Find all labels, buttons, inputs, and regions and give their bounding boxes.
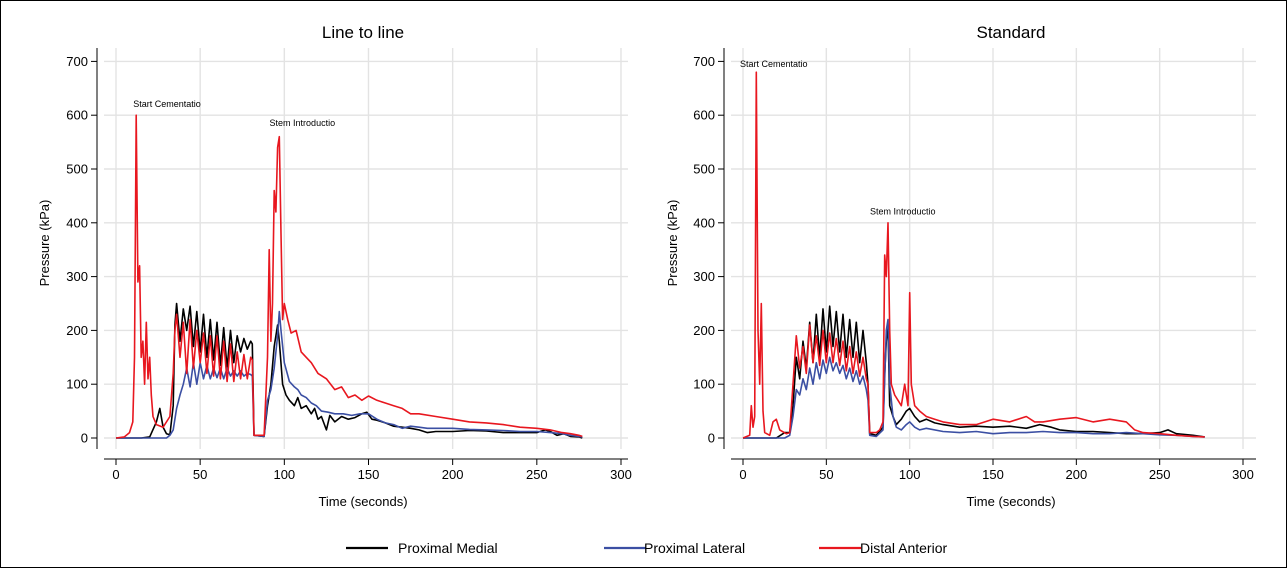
series-line-distal-anterior xyxy=(742,71,1205,439)
x-tick-label: 0 xyxy=(112,467,119,482)
series-line-proximal-medial xyxy=(743,305,1205,439)
x-tick-label: 0 xyxy=(739,467,746,482)
annotation-label: Start Cementatio xyxy=(740,59,808,69)
y-tick-label: 700 xyxy=(693,54,715,69)
x-tick-label: 50 xyxy=(193,467,207,482)
panel-standard: Standard 0 50 100 150 200 250 300 0 100 200 300 400 5… xyxy=(665,23,1256,509)
y-tick-label: 500 xyxy=(693,162,715,177)
y-tick-label: 0 xyxy=(708,431,715,446)
series-line-distal-anterior xyxy=(115,114,583,439)
panel-line-to-line: Line to line 0 50 100 150 200 250 300 0 100 200 300… xyxy=(37,23,632,509)
y-tick-label: 600 xyxy=(693,108,715,123)
y-tick-label: 600 xyxy=(66,108,88,123)
x-tick-label: 200 xyxy=(442,467,464,482)
y-tick-label: 200 xyxy=(693,323,715,338)
x-tick-label: 250 xyxy=(526,467,548,482)
x-tick-label: 50 xyxy=(819,467,833,482)
y-tick-label: 700 xyxy=(66,54,88,69)
x-axis-label: Time (seconds) xyxy=(966,494,1055,509)
series-line-proximal-medial xyxy=(116,302,583,439)
x-tick-label: 150 xyxy=(982,467,1004,482)
y-axis-label: Pressure (kPa) xyxy=(665,200,680,287)
y-tick-label: 0 xyxy=(81,431,88,446)
x-tick-label: 100 xyxy=(899,467,921,482)
x-tick-label: 300 xyxy=(1232,467,1254,482)
y-tick-label: 400 xyxy=(66,215,88,230)
y-tick-label: 200 xyxy=(66,323,88,338)
y-axis-label: Pressure (kPa) xyxy=(37,200,52,287)
y-tick-label: 100 xyxy=(66,377,88,392)
y-tick-label: 300 xyxy=(66,269,88,284)
legend-label: Proximal Lateral xyxy=(644,540,745,556)
x-tick-label: 300 xyxy=(610,467,632,482)
legend-label: Distal Anterior xyxy=(860,540,947,556)
y-tick-label: 500 xyxy=(66,162,88,177)
x-tick-label: 200 xyxy=(1065,467,1087,482)
y-tick-label: 100 xyxy=(693,377,715,392)
y-tick-label: 300 xyxy=(693,269,715,284)
x-axis-label: Time (seconds) xyxy=(318,494,407,509)
x-tick-label: 100 xyxy=(273,467,295,482)
legend: Proximal Medial Proximal Lateral Distal An… xyxy=(346,540,947,556)
y-tick-label: 400 xyxy=(693,215,715,230)
x-tick-label: 250 xyxy=(1149,467,1171,482)
series-line-proximal-lateral xyxy=(116,310,583,439)
annotation-label: Stem Introductio xyxy=(870,207,936,217)
annotation-label: Start Cementatio xyxy=(133,99,201,109)
chart-title: Standard xyxy=(977,23,1046,42)
x-tick-label: 150 xyxy=(358,467,380,482)
legend-label: Proximal Medial xyxy=(398,540,498,556)
annotation-label: Stem Introductio xyxy=(270,118,336,128)
series-line-proximal-lateral xyxy=(743,318,1205,439)
chart-title: Line to line xyxy=(322,23,404,42)
